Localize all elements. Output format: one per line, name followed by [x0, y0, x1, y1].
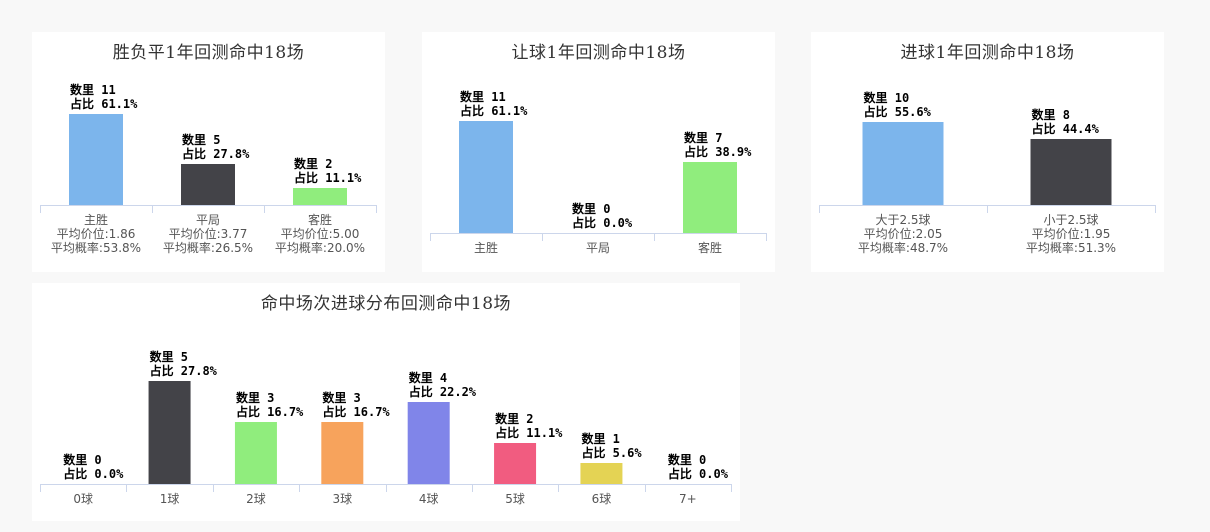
x-tick-label: 主胜	[84, 212, 108, 227]
x-tick-label: 3球	[332, 492, 352, 506]
data-label-count: 数里 5	[182, 132, 220, 147]
x-tick-sublabel: 平均价位:1.86	[57, 226, 136, 241]
x-tick-label: 平局	[586, 241, 610, 255]
data-label-count: 数里 7	[684, 130, 722, 145]
data-label-count: 数里 5	[150, 349, 188, 364]
data-label-ratio: 占比 44.4%	[1032, 121, 1100, 136]
data-label-count: 数里 8	[1032, 107, 1070, 122]
chart-panel-goal-distribution: 命中场次进球分布回测命中18场 数里 0 占比 0.0% 0球 数里 5 占比 27.8…	[32, 283, 740, 521]
bar[interactable]	[494, 443, 537, 484]
x-tick-label: 5球	[505, 492, 525, 506]
chart-title: 命中场次进球分布回测命中18场	[260, 294, 512, 314]
data-label-ratio: 占比 22.2%	[409, 384, 477, 399]
chart-title: 胜负平1年回测命中18场	[112, 43, 305, 63]
data-label-ratio: 占比 27.8%	[150, 363, 218, 378]
chart-panel-goals: 进球1年回测命中18场 数里 10 占比 55.6% 大于2.5球 平均价位:2.05…	[811, 32, 1164, 272]
data-label-ratio: 占比 0.0%	[63, 466, 124, 481]
x-tick-sublabel: 平均价位:1.95	[1032, 226, 1111, 241]
data-label-count: 数里 11	[460, 89, 506, 104]
data-label-count: 数里 3	[236, 390, 274, 405]
x-tick-label: 客胜	[698, 240, 722, 255]
data-label-ratio: 占比 16.7%	[236, 404, 304, 419]
x-tick-label: 平局	[196, 213, 220, 227]
x-tick-label: 客胜	[308, 212, 332, 227]
bar[interactable]	[1030, 139, 1112, 205]
x-tick-sublabel: 平均概率:26.5%	[163, 240, 253, 255]
x-tick-sublabel: 平均概率:53.8%	[51, 240, 141, 255]
bar[interactable]	[181, 164, 235, 205]
chart-panel-result: 胜负平1年回测命中18场 数里 11 占比 61.1% 主胜 平均价位:1.86 平均概…	[32, 32, 385, 272]
x-tick-label: 主胜	[474, 240, 498, 255]
bar[interactable]	[459, 121, 513, 233]
data-label-ratio: 占比 27.8%	[182, 146, 250, 161]
bar[interactable]	[683, 162, 737, 233]
data-label-count: 数里 0	[668, 452, 706, 467]
bar[interactable]	[234, 422, 277, 484]
x-tick-label: 6球	[592, 492, 612, 506]
data-label-ratio: 占比 61.1%	[70, 96, 138, 111]
x-tick-label: 4球	[419, 492, 439, 506]
x-tick-sublabel: 平均概率:20.0%	[275, 240, 365, 255]
data-label-count: 数里 10	[864, 90, 910, 105]
bar[interactable]	[580, 463, 623, 484]
x-tick-sublabel: 平均价位:5.00	[281, 226, 360, 241]
x-tick-sublabel: 平均概率:51.3%	[1026, 240, 1116, 255]
bar[interactable]	[321, 422, 364, 484]
data-label-count: 数里 0	[572, 201, 610, 216]
data-label-count: 数里 3	[322, 390, 360, 405]
data-label-ratio: 占比 11.1%	[294, 170, 362, 185]
x-tick-label: 1球	[160, 492, 180, 506]
data-label-ratio: 占比 16.7%	[322, 404, 390, 419]
bar[interactable]	[148, 381, 191, 484]
x-tick-label: 0球	[73, 492, 93, 506]
bar[interactable]	[407, 402, 450, 484]
chart-title: 让球1年回测命中18场	[511, 43, 686, 63]
data-label-count: 数里 11	[70, 82, 116, 97]
data-label-count: 数里 2	[495, 411, 533, 426]
x-tick-label: 大于2.5球	[875, 213, 930, 227]
x-tick-sublabel: 平均价位:2.05	[864, 226, 943, 241]
data-label-count: 数里 4	[409, 370, 447, 385]
x-tick-label: 7+	[679, 492, 697, 506]
x-tick-sublabel: 平均概率:48.7%	[858, 240, 948, 255]
data-label-ratio: 占比 61.1%	[460, 103, 528, 118]
data-label-count: 数里 2	[294, 156, 332, 171]
chart-panel-handicap: 让球1年回测命中18场 数里 11 占比 61.1% 主胜 数里 0 占比 0.0% 平局…	[422, 32, 775, 272]
data-label-ratio: 占比 55.6%	[864, 104, 932, 119]
data-label-ratio: 占比 0.0%	[668, 466, 729, 481]
x-tick-label: 小于2.5球	[1043, 213, 1098, 227]
x-tick-sublabel: 平均价位:3.77	[169, 226, 248, 241]
data-label-ratio: 占比 5.6%	[581, 445, 642, 460]
bar[interactable]	[69, 114, 123, 205]
chart-title: 进球1年回测命中18场	[900, 43, 1075, 63]
bar[interactable]	[862, 122, 944, 205]
data-label-ratio: 占比 38.9%	[684, 144, 752, 159]
bar[interactable]	[293, 188, 347, 205]
data-label-ratio: 占比 0.0%	[572, 215, 633, 230]
data-label-ratio: 占比 11.1%	[495, 425, 563, 440]
x-tick-label: 2球	[246, 492, 266, 506]
data-label-count: 数里 0	[63, 452, 101, 467]
data-label-count: 数里 1	[581, 431, 619, 446]
